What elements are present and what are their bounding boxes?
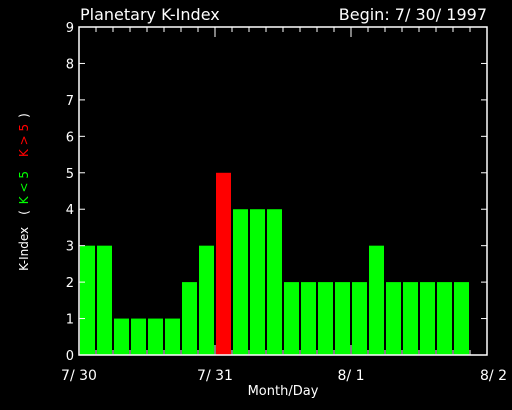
y-axis-title: K-Index ( K < 5 K > 5) [17, 113, 31, 271]
y-tick-label-0: 0 [66, 349, 74, 364]
y-axis-title-text: K-Index ( K < 5 K > 5) [17, 113, 31, 271]
y-axis-label-open: ( [17, 210, 31, 215]
y-tick-label-6: 6 [66, 130, 74, 145]
bar-20 [420, 282, 435, 355]
y-tick-label-1: 1 [66, 313, 74, 328]
bar-7 [199, 245, 214, 355]
plot-frame [78, 26, 488, 356]
bar-22 [454, 282, 469, 355]
bar-4 [148, 318, 163, 355]
bar-8 [216, 172, 231, 355]
bar-0 [80, 245, 95, 355]
x-tick-label-1: 7/ 31 [197, 368, 233, 384]
bar-14 [318, 282, 333, 355]
y-axis-label-main: K-Index [17, 227, 31, 271]
y-tick-label-5: 5 [66, 167, 74, 182]
bars-group [80, 172, 469, 355]
y-axis-label-close: ) [17, 113, 31, 118]
x-tick-label-3: 8/ 2 [480, 368, 507, 384]
chart-subtitle: Begin: 7/ 30/ 1997 [339, 5, 487, 24]
y-ticks-group: 0 1 2 3 4 5 6 7 8 9 [66, 21, 487, 364]
bar-12 [284, 282, 299, 355]
y-tick-label-3: 3 [66, 240, 74, 255]
y-tick-label-7: 7 [66, 94, 74, 109]
y-axis-label-high: K > 5 [17, 124, 31, 157]
bar-2 [114, 318, 129, 355]
x-axis-title: Month/Day [248, 384, 319, 399]
bar-17 [369, 245, 384, 355]
bar-13 [301, 282, 316, 355]
x-ticks-group: 7/ 30 7/ 31 8/ 1 8/ 2 [61, 27, 507, 384]
x-tick-label-2: 8/ 1 [338, 368, 365, 384]
bar-15 [335, 282, 350, 355]
bar-19 [403, 282, 418, 355]
y-tick-label-4: 4 [66, 203, 74, 218]
bar-1 [97, 245, 112, 355]
bar-18 [386, 282, 401, 355]
bar-21 [437, 282, 452, 355]
chart-title: Planetary K-Index [80, 5, 220, 24]
y-tick-label-8: 8 [66, 57, 74, 72]
bar-9 [233, 209, 248, 355]
bar-16 [352, 282, 367, 355]
bar-3 [131, 318, 146, 355]
x-tick-label-0: 7/ 30 [61, 368, 97, 384]
y-tick-label-9: 9 [66, 21, 74, 36]
bar-11 [267, 209, 282, 355]
bar-5 [165, 318, 180, 355]
y-axis-label-low: K < 5 [17, 171, 31, 204]
bar-10 [250, 209, 265, 355]
bar-6 [182, 282, 197, 355]
y-tick-label-2: 2 [66, 276, 74, 291]
